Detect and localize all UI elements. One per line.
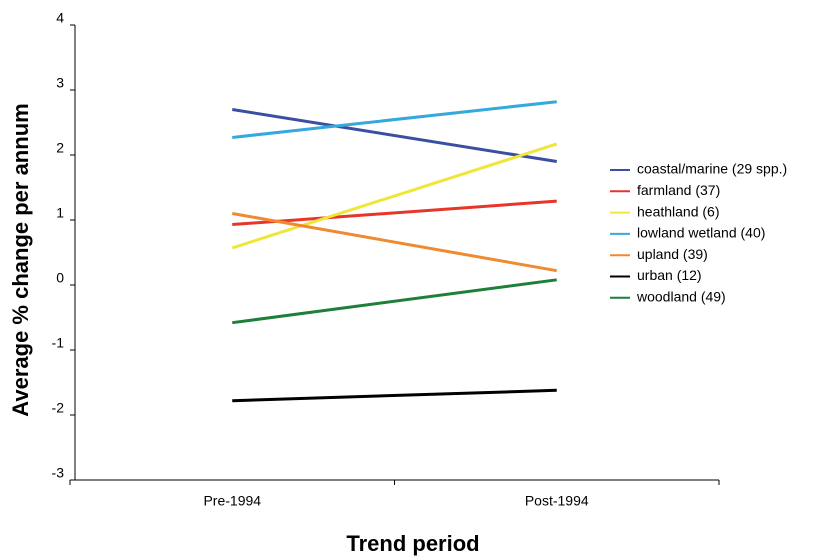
legend-label: coastal/marine (29 spp.) xyxy=(637,161,787,177)
x-axis-label: Trend period xyxy=(346,531,479,556)
y-tick-label: 1 xyxy=(56,205,64,221)
series-line xyxy=(232,278,557,325)
series-line xyxy=(232,100,557,139)
y-tick-label: 4 xyxy=(56,10,64,26)
x-tick-label: Post-1994 xyxy=(525,493,589,509)
legend-label: upland (39) xyxy=(637,246,708,262)
y-tick-label: -3 xyxy=(52,465,65,481)
x-tick-label: Pre-1994 xyxy=(203,493,261,509)
y-tick-label: 2 xyxy=(56,140,64,156)
legend-label: heathland (6) xyxy=(637,203,720,219)
series-line xyxy=(231,212,558,273)
legend-label: woodland (49) xyxy=(636,289,726,305)
legend-label: urban (12) xyxy=(637,267,702,283)
y-tick-label: 3 xyxy=(56,75,64,91)
series-line xyxy=(231,142,558,250)
series-line xyxy=(232,388,557,403)
y-tick-label: -2 xyxy=(52,400,65,416)
y-tick-label: 0 xyxy=(56,270,64,286)
y-axis-label: Average % change per annum xyxy=(8,103,33,416)
legend-label: farmland (37) xyxy=(637,182,720,198)
y-tick-label: -1 xyxy=(52,335,65,351)
series-line xyxy=(232,199,557,227)
legend-label: lowland wetland (40) xyxy=(637,225,765,241)
series-line xyxy=(232,108,557,163)
